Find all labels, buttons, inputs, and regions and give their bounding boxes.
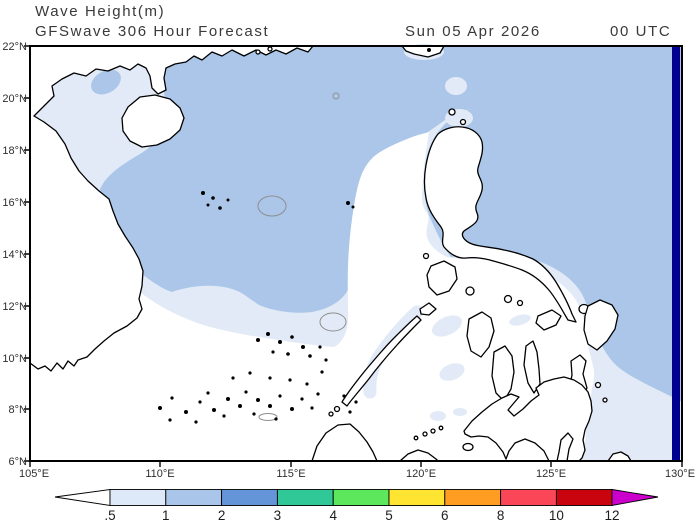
siargao-island xyxy=(602,397,608,403)
sulu-islet xyxy=(438,425,444,431)
lon-label: 130°E xyxy=(665,468,695,480)
colorbar-tick: 8 xyxy=(497,508,505,523)
colorbar-segment xyxy=(500,489,557,506)
busuanga-island xyxy=(419,302,437,316)
borneo-coast xyxy=(311,423,378,462)
lat-label: 18°N xyxy=(2,145,27,157)
palawan-island xyxy=(341,315,422,407)
domain-edge-strip xyxy=(672,47,680,460)
panay-island xyxy=(466,311,495,358)
ocean-medium-region xyxy=(96,46,682,402)
colorbar-segment xyxy=(221,489,278,506)
colorbar-tick: 3 xyxy=(274,508,282,523)
negros-island xyxy=(491,345,515,402)
colorbar-tick: 5 xyxy=(385,508,393,523)
colorbar-segment xyxy=(109,489,167,506)
longitude-labels: 105°E 110°E 115°E 120°E 125°E 130°E xyxy=(19,468,695,480)
colorbar-tick: 12 xyxy=(604,508,619,523)
colorbar-segment xyxy=(165,489,223,506)
lon-label: 110°E xyxy=(145,468,174,480)
page-title: Wave Height(m) xyxy=(35,3,166,20)
tonkin-wave-patch xyxy=(91,69,121,95)
samar-island xyxy=(583,299,619,351)
lat-label: 8°N xyxy=(9,404,28,416)
masbate-island xyxy=(535,309,562,331)
lubang-island xyxy=(422,252,430,260)
sulu-islet xyxy=(430,428,436,434)
colorbar-segment xyxy=(388,489,446,506)
lon-label: 120°E xyxy=(406,468,436,480)
coastal-islet xyxy=(255,49,261,55)
lat-label: 6°N xyxy=(9,456,28,468)
colorbar-tick: 6 xyxy=(441,508,449,523)
cebu-island xyxy=(523,340,541,394)
mindanao-island xyxy=(463,376,593,462)
hainan-island xyxy=(121,94,185,148)
colorbar-segment xyxy=(332,489,390,506)
china-vietnam-coast xyxy=(29,45,314,372)
lat-label: 14°N xyxy=(2,249,27,261)
palawan-islet xyxy=(328,411,334,417)
colorbar: .5 1 2 3 4 5 6 8 10 12 xyxy=(54,488,659,523)
sulu-islet xyxy=(413,435,419,441)
basilan-island xyxy=(462,442,474,452)
lat-label: 22°N xyxy=(2,41,27,53)
shoal-outlines xyxy=(257,92,347,421)
model-label: GFSwave 306 Hour Forecast xyxy=(35,23,270,40)
cycle-time: 00 UTC xyxy=(610,23,672,40)
marinduque-island xyxy=(465,286,475,296)
colorbar-tick: 10 xyxy=(549,508,564,523)
babuyan-island xyxy=(459,118,467,126)
valid-date: Sun 05 Apr 2026 xyxy=(405,23,541,40)
colorbar-tick: .5 xyxy=(104,508,115,523)
reef-islet-dots xyxy=(158,48,431,424)
axis-ticks xyxy=(24,45,683,467)
colorbar-segment xyxy=(555,489,613,506)
babuyan-island xyxy=(448,108,456,116)
colorbar-labels: .5 1 2 3 4 5 6 8 10 12 xyxy=(104,508,619,523)
lon-label: 105°E xyxy=(19,468,49,480)
luzon-island xyxy=(423,126,577,323)
sulu-islet xyxy=(422,431,428,437)
lat-label: 12°N xyxy=(2,301,27,313)
colorbar-over-arrow xyxy=(611,488,659,507)
landmasses xyxy=(29,45,632,462)
palawan-islet xyxy=(333,405,341,413)
romblon-island xyxy=(516,299,524,307)
colorbar-segment xyxy=(276,489,334,506)
lon-label: 115°E xyxy=(276,468,305,480)
lat-label: 16°N xyxy=(2,197,27,209)
colorbar-tick: 2 xyxy=(218,508,226,523)
colorbar-tick: 1 xyxy=(162,508,170,523)
mindoro-island xyxy=(426,260,458,296)
colorbar-segment xyxy=(444,489,502,506)
colorbar-under-arrow xyxy=(54,488,111,507)
colorbar-tick: 4 xyxy=(329,508,337,523)
lat-label: 10°N xyxy=(2,353,27,365)
latitude-labels: 22°N 20°N 18°N 16°N 14°N 12°N 10°N 8°N 6… xyxy=(2,41,27,468)
dinagat-island xyxy=(594,381,602,389)
coastal-islet xyxy=(267,46,273,52)
lat-label: 20°N xyxy=(2,93,27,105)
lon-label: 125°E xyxy=(536,468,566,480)
romblon-island xyxy=(503,294,513,304)
